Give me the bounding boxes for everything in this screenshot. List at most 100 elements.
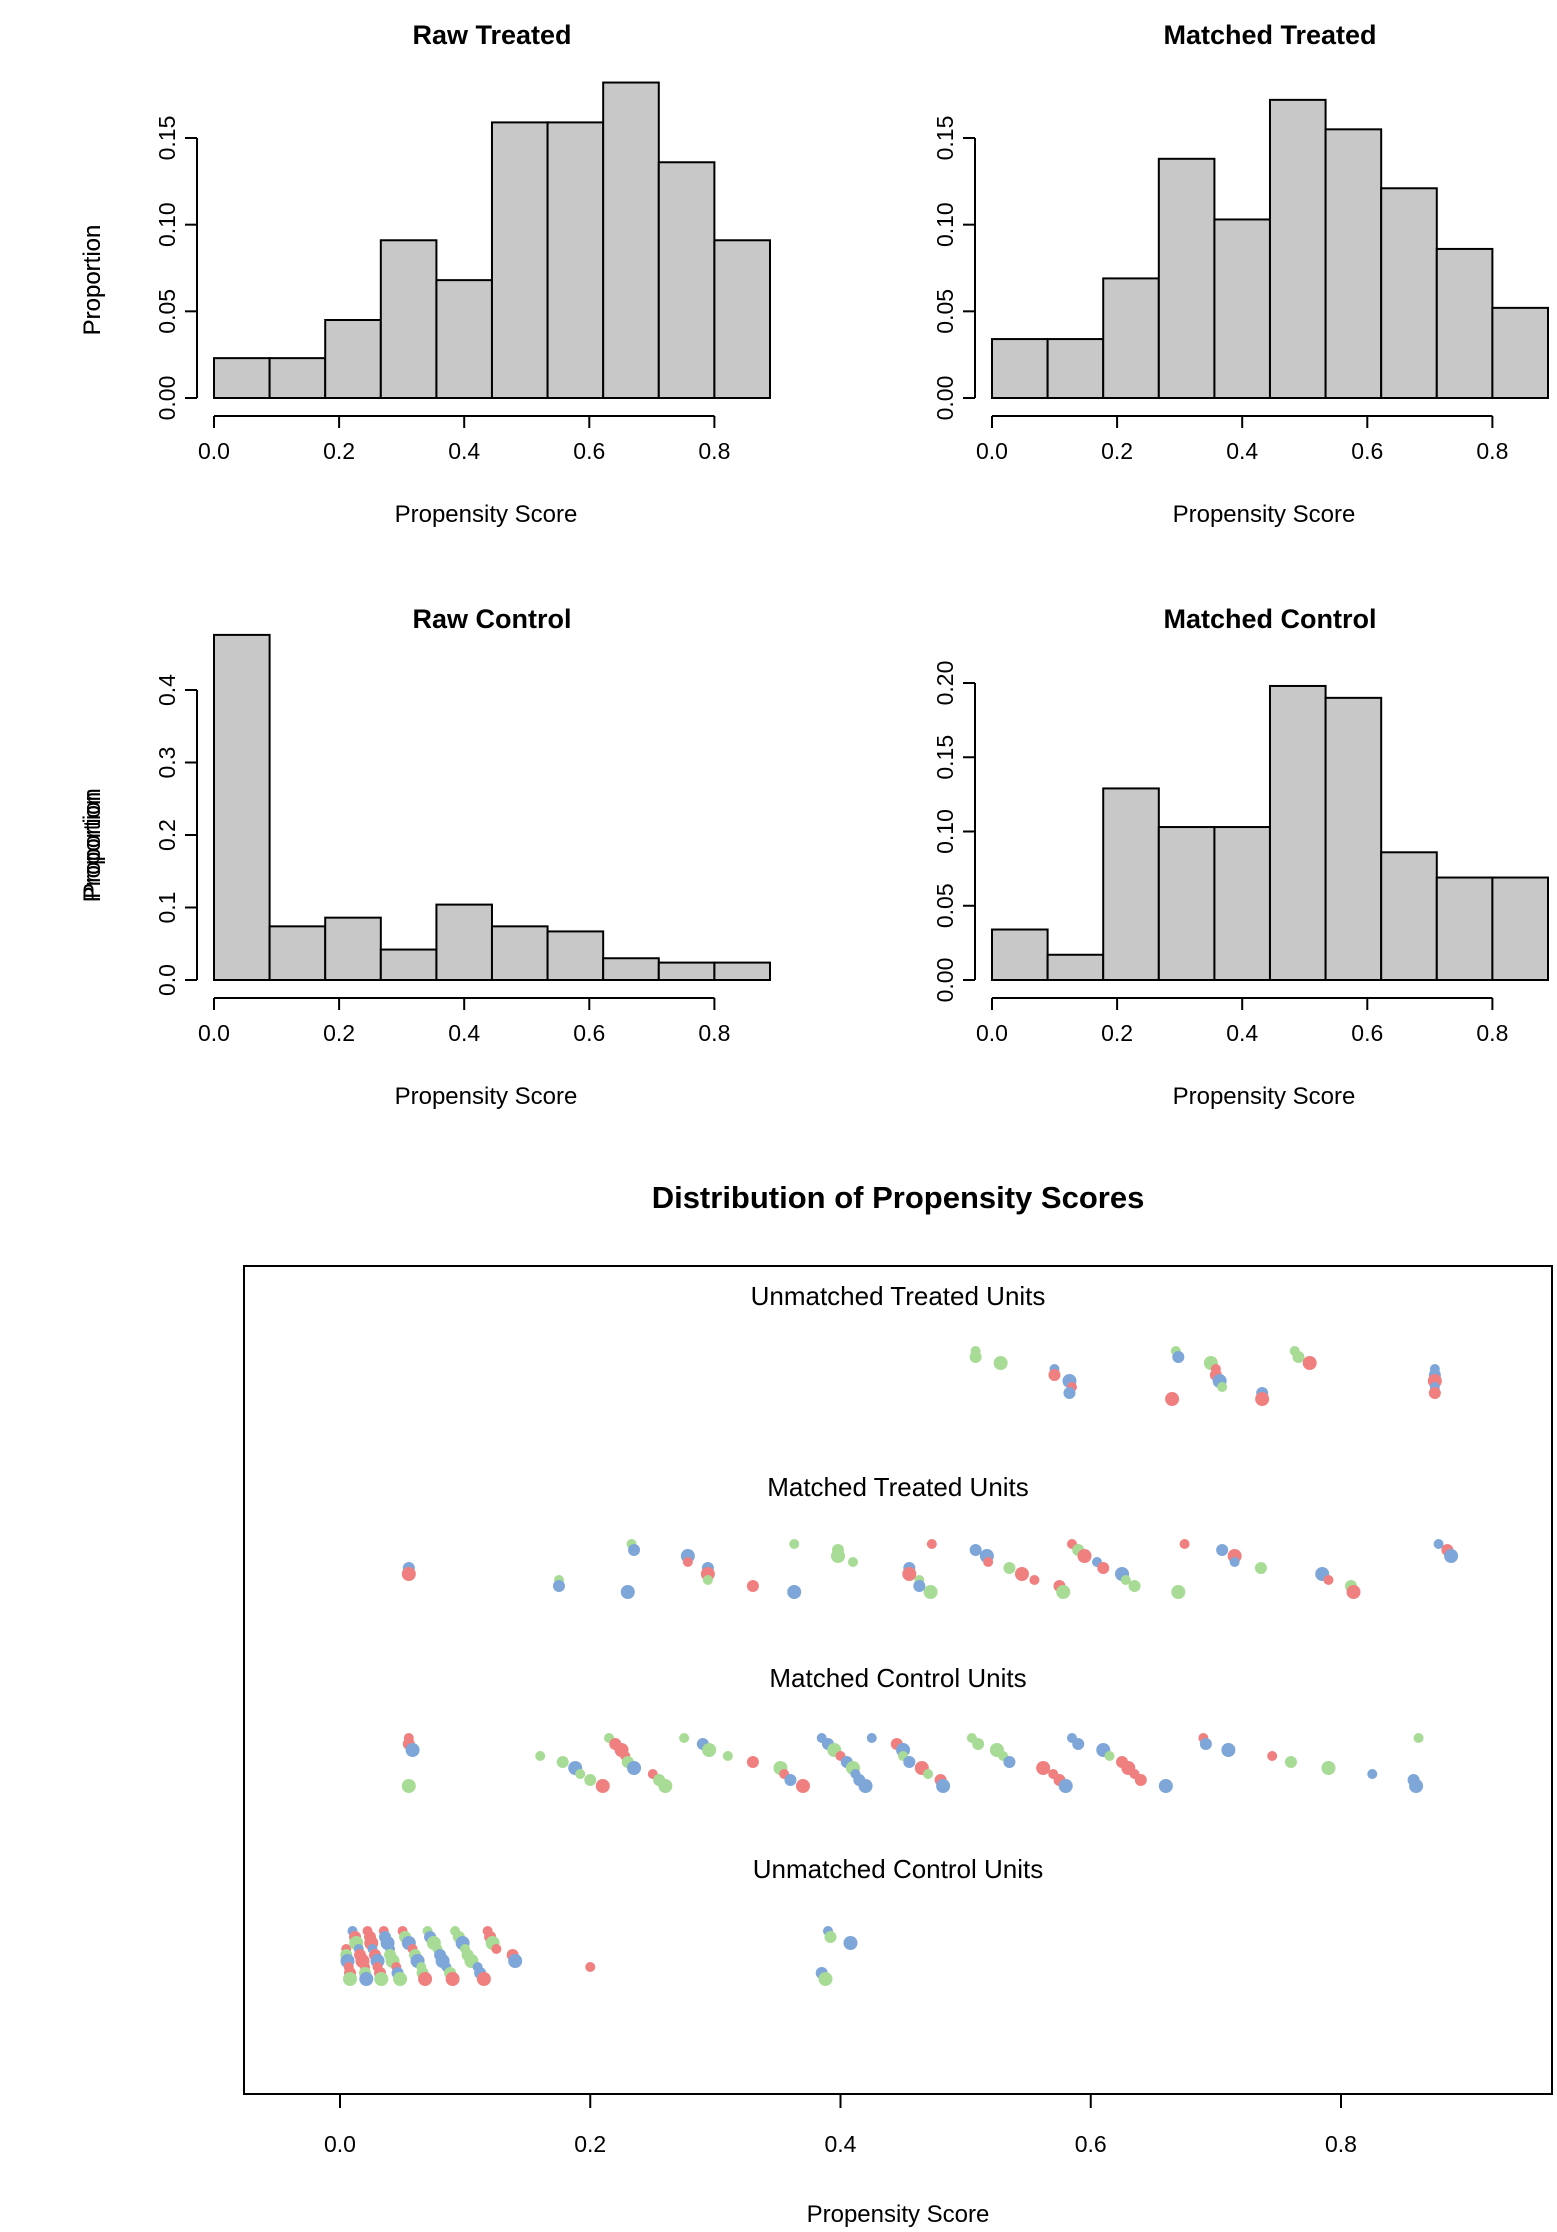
x-tick-label: 0.2 (323, 1020, 355, 1046)
data-point (1199, 1738, 1212, 1750)
data-point (858, 1779, 873, 1793)
y-tick-label: 0.2 (154, 819, 180, 851)
chart-title: Matched Treated (1163, 20, 1376, 50)
histogram-bar (602, 957, 660, 981)
data-point (1058, 1779, 1073, 1793)
histogram-bar (324, 916, 382, 982)
data-point (1255, 1392, 1270, 1406)
data-point (795, 1779, 810, 1793)
histogram-bar (435, 279, 493, 399)
histogram-bar (657, 161, 716, 399)
x-tick-label: 0.2 (1101, 438, 1133, 464)
data-point (627, 1761, 642, 1775)
data-point (1036, 1761, 1051, 1775)
data-point (418, 1972, 433, 1986)
data-point (1063, 1387, 1076, 1399)
histogram-bar (379, 239, 438, 399)
x-tick-label: 0.4 (448, 1020, 480, 1046)
data-point (1171, 1585, 1186, 1599)
histogram-bar (213, 633, 271, 982)
histogram-matched-treated: Matched Treated 0.0 0.2 0.4 0.6 0.8 Propensity… (79, 20, 1550, 528)
y-tick-label: 0.00 (154, 376, 180, 421)
histogram-bar (1268, 98, 1327, 399)
data-point (993, 1356, 1008, 1370)
histogram-matched-control: Matched Control 0.0 0.2 0.4 0.6 0.8 Propensity… (79, 604, 1550, 1110)
x-tick-label: 0.8 (698, 438, 730, 464)
data-point (585, 1962, 596, 1972)
group-label: Matched Treated Units (767, 1472, 1029, 1502)
x-tick-label: 0.4 (448, 438, 480, 464)
data-point (746, 1580, 759, 1592)
data-point (575, 1769, 586, 1779)
data-point (1056, 1585, 1071, 1599)
data-point (620, 1585, 635, 1599)
data-point (401, 1567, 416, 1581)
y-tick-label: 0.15 (932, 116, 958, 161)
data-point (1267, 1751, 1278, 1761)
chart-title: Raw Treated (412, 20, 571, 50)
data-point (787, 1585, 802, 1599)
y-axis-label: Proportion (79, 225, 106, 336)
data-point (1433, 1539, 1444, 1549)
group-label: Unmatched Control Units (753, 1854, 1043, 1884)
data-point (1158, 1779, 1173, 1793)
x-axis-label: Propensity Score (807, 2201, 990, 2228)
histogram-bar (1491, 306, 1550, 399)
x-tick-label: 0.0 (324, 2131, 356, 2157)
data-point (584, 1774, 597, 1786)
data-point (1165, 1392, 1180, 1406)
data-point (969, 1351, 982, 1363)
histogram-bar (490, 121, 549, 400)
data-point (913, 1580, 926, 1592)
y-axis-label: Proportion (79, 788, 106, 899)
data-point (1323, 1575, 1334, 1585)
data-point (903, 1756, 916, 1768)
data-point (1014, 1567, 1029, 1581)
data-point (926, 1539, 937, 1549)
data-point (552, 1580, 565, 1592)
histogram-bar (268, 925, 327, 981)
data-point (1217, 1382, 1228, 1392)
histogram-bar (379, 948, 438, 981)
x-tick-label: 0.6 (1075, 2131, 1107, 2157)
x-tick-label: 0.2 (1101, 1020, 1133, 1046)
data-point (556, 1756, 569, 1768)
data-point (983, 1557, 994, 1567)
histogram-bar (1491, 876, 1550, 981)
data-point (1321, 1761, 1336, 1775)
y-tick-label: 0.05 (932, 289, 958, 334)
data-point (508, 1954, 523, 1968)
y-tick-label: 0.3 (154, 747, 180, 779)
histogram-bar (1324, 128, 1383, 399)
x-tick-label: 0.0 (198, 1020, 230, 1046)
data-point (1003, 1756, 1016, 1768)
x-tick-label: 0.0 (198, 438, 230, 464)
data-point (1003, 1562, 1016, 1574)
data-point (658, 1779, 673, 1793)
data-point (1254, 1562, 1267, 1574)
histogram-bar (1380, 187, 1438, 399)
data-point (784, 1774, 797, 1786)
x-tick-label: 0.8 (1325, 2131, 1357, 2157)
data-point (702, 1743, 717, 1757)
data-point (830, 1549, 845, 1563)
y-axis-label: Proportion (79, 225, 106, 336)
histogram-bar (1268, 684, 1327, 981)
data-point (595, 1779, 610, 1793)
data-point (1284, 1756, 1297, 1768)
data-point (1216, 1544, 1229, 1556)
data-point (824, 1931, 837, 1943)
data-point (1409, 1779, 1424, 1793)
histogram-bar (1157, 826, 1216, 981)
data-point (491, 1944, 502, 1954)
data-point (1221, 1743, 1236, 1757)
data-point (359, 1972, 374, 1986)
histogram-bar (991, 928, 1049, 982)
data-point (1097, 1562, 1110, 1574)
y-tick-label: 0.1 (154, 892, 180, 924)
histogram-bar (1046, 953, 1105, 982)
histogram-bar (602, 81, 660, 400)
y-tick-label: 0.05 (932, 883, 958, 928)
histogram-bar (324, 319, 382, 399)
